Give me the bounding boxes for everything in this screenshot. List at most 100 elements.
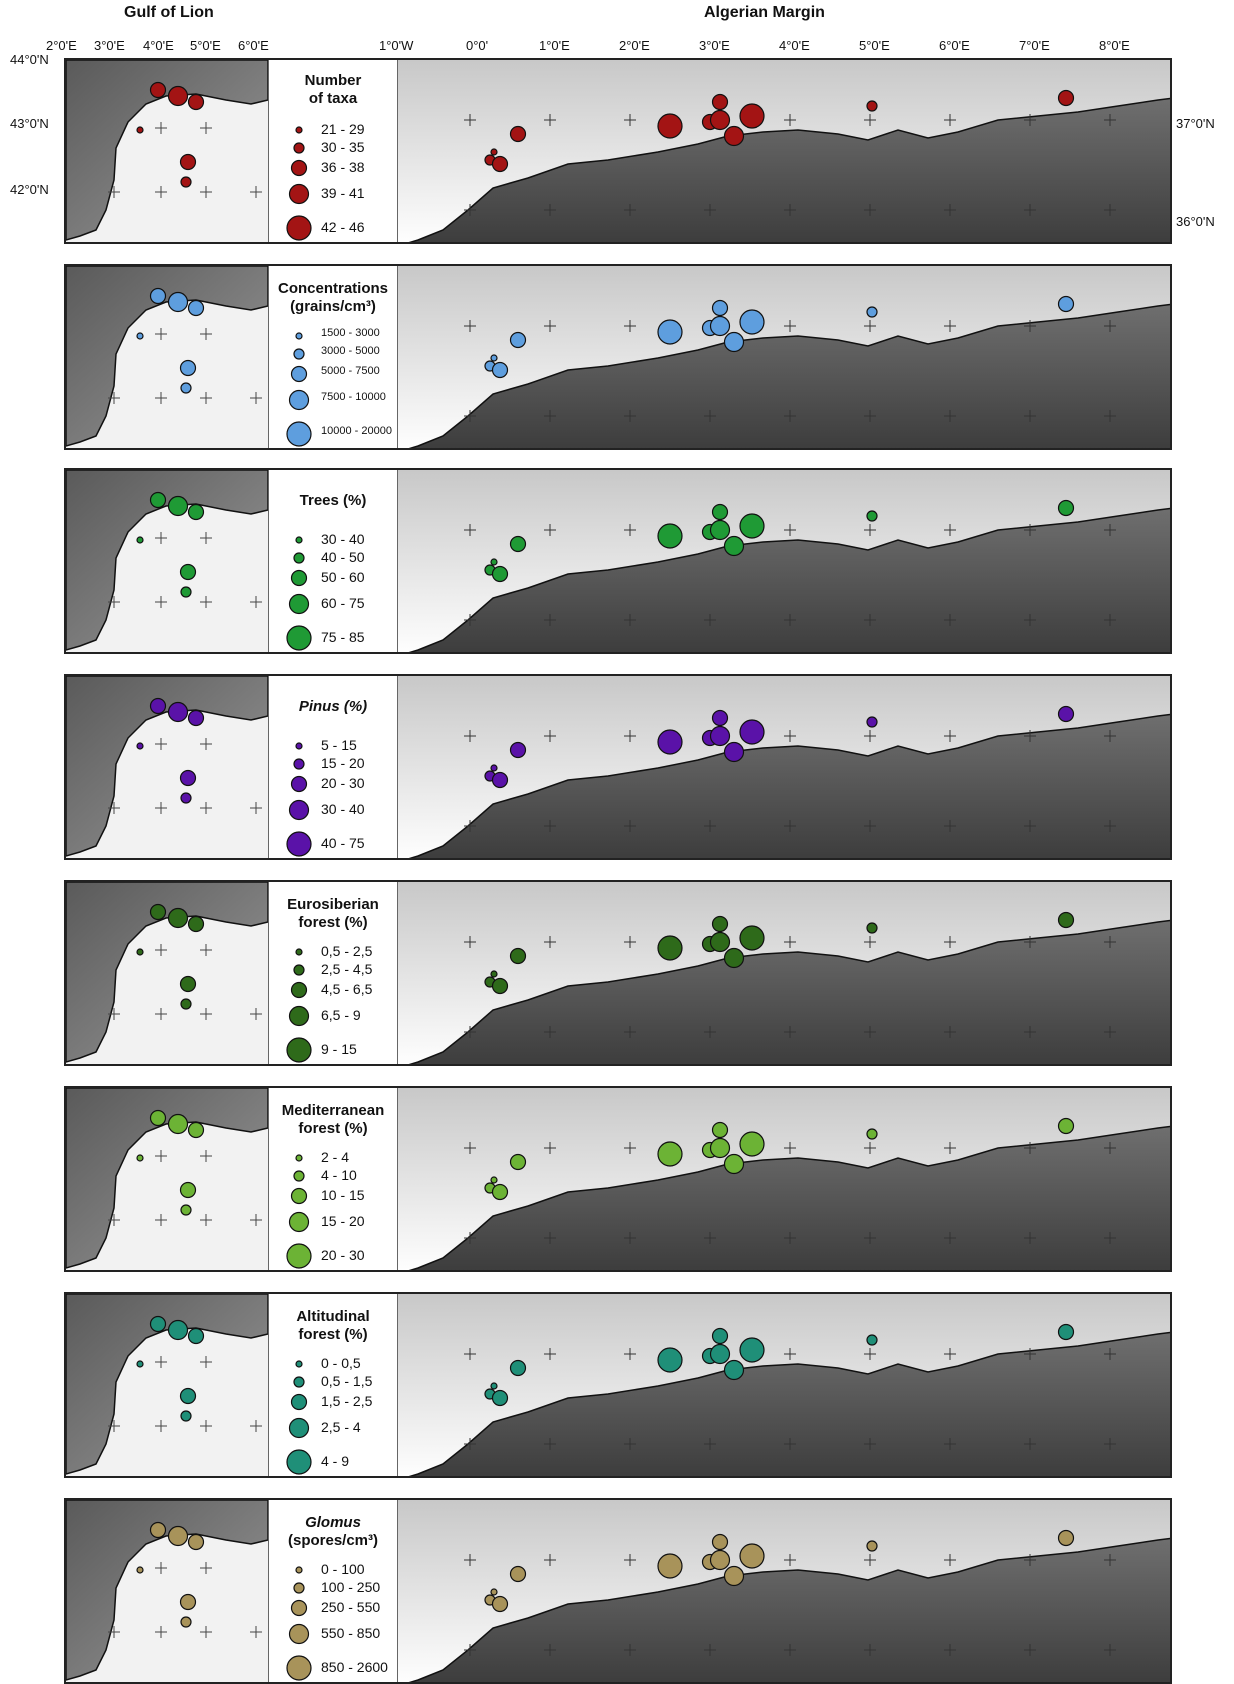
land-area	[408, 919, 1170, 1064]
site-marker	[167, 1525, 189, 1547]
legend-label: 4,5 - 6,5	[321, 981, 373, 997]
legend-title: Altitudinal forest (%)	[269, 1308, 397, 1344]
legend-circle	[286, 1449, 312, 1475]
legend-circle	[288, 799, 310, 821]
site-marker	[739, 1131, 765, 1157]
legend-symbols	[286, 948, 312, 1063]
site-marker	[167, 907, 189, 929]
lat-label: 44°0'N	[10, 52, 49, 67]
legend-title-line: of taxa	[308, 90, 358, 107]
site-marker	[709, 109, 731, 131]
site-marker	[491, 1595, 509, 1613]
legend-label: 1,5 - 2,5	[321, 1393, 373, 1409]
legend-circle	[293, 1170, 305, 1182]
site-marker	[490, 354, 498, 362]
right-map-container	[398, 1294, 1170, 1476]
legend-label: 20 - 30	[321, 1247, 365, 1263]
site-marker	[657, 729, 683, 755]
algerian-margin-map	[398, 882, 1170, 1064]
site-marker	[723, 535, 745, 557]
legend-title-line: Eurosiberian	[287, 896, 379, 913]
legend-circle	[295, 1154, 303, 1162]
legend-title: Eurosiberian forest (%)	[269, 896, 397, 932]
site-marker	[180, 382, 192, 394]
legend-title-line: Glomus	[305, 1514, 361, 1531]
legend-circle	[293, 1376, 305, 1388]
left-map-container	[66, 1088, 268, 1270]
legend-circle	[288, 183, 310, 205]
site-marker	[491, 361, 509, 379]
legend-title: Glomus (spores/cm³)	[269, 1514, 397, 1550]
legend-label: 2 - 4	[321, 1149, 350, 1165]
legend-circle	[288, 593, 310, 615]
site-marker	[711, 299, 729, 317]
site-marker	[167, 1113, 189, 1135]
site-marker	[490, 1588, 498, 1596]
legend-label: 21 - 29	[321, 121, 365, 137]
header-algerian-margin: Algerian Margin	[704, 4, 825, 21]
legend-circle	[290, 159, 308, 177]
site-marker	[1057, 1117, 1075, 1135]
site-marker	[136, 742, 144, 750]
right-map-container	[398, 60, 1170, 242]
lat-label: 42°0'N	[10, 182, 49, 197]
legend-label: 40 - 75	[321, 835, 365, 851]
legend-circle	[295, 948, 303, 956]
legend-title-line: forest (%)	[298, 1326, 368, 1343]
lon-label: 5°0'E	[190, 38, 221, 53]
left-map-container	[66, 1294, 268, 1476]
legend-label: 3000 - 5000	[321, 345, 380, 357]
land-area	[66, 1088, 268, 1269]
legend-circle	[286, 1243, 312, 1269]
site-marker	[1057, 705, 1075, 723]
legend-label: 5000 - 7500	[321, 365, 380, 377]
site-marker	[866, 716, 878, 728]
legend-circle	[295, 536, 303, 544]
site-marker	[149, 697, 167, 715]
site-marker	[136, 1566, 144, 1574]
site-marker	[657, 1141, 683, 1167]
site-marker	[180, 1410, 192, 1422]
land-area	[66, 1294, 268, 1475]
legend-title-line: forest (%)	[298, 1120, 368, 1137]
site-marker	[490, 1382, 498, 1390]
site-marker	[711, 1121, 729, 1139]
right-map-container	[398, 1500, 1170, 1682]
legend-circle	[290, 775, 308, 793]
site-marker	[509, 331, 527, 349]
site-marker	[490, 1176, 498, 1184]
legend-label: 0,5 - 2,5	[321, 943, 373, 959]
left-map-container	[66, 676, 268, 858]
legend-title: Concentrations (grains/cm³)	[269, 280, 397, 316]
site-marker	[739, 103, 765, 129]
site-marker	[179, 153, 197, 171]
site-marker	[709, 1137, 731, 1159]
gulf-of-lion-map	[66, 1294, 268, 1476]
site-marker	[167, 291, 189, 313]
site-marker	[711, 1327, 729, 1345]
right-map-container	[398, 470, 1170, 652]
site-marker	[1057, 1529, 1075, 1547]
legend-label: 39 - 41	[321, 185, 365, 201]
legend-label: 6,5 - 9	[321, 1007, 361, 1023]
legend-label: 50 - 60	[321, 569, 365, 585]
site-marker	[179, 359, 197, 377]
legend-label: 2,5 - 4,5	[321, 961, 373, 977]
site-marker	[723, 1359, 745, 1381]
legend-circle	[295, 1360, 303, 1368]
legend-symbols	[286, 1360, 312, 1475]
land-area	[408, 713, 1170, 858]
site-marker	[179, 1181, 197, 1199]
left-map-container	[66, 882, 268, 1064]
site-marker	[711, 915, 729, 933]
site-marker	[657, 1347, 683, 1373]
legend-title: Number of taxa	[269, 72, 397, 108]
legend-label: 2,5 - 4	[321, 1419, 361, 1435]
algerian-margin-map	[398, 60, 1170, 242]
site-marker	[491, 565, 509, 583]
gulf-of-lion-map	[66, 1500, 268, 1682]
map-panel-pinus: Pinus (%) 5 - 15 15 - 20 20 - 30 30 - 40 40 -…	[64, 674, 1172, 860]
header-gulf-of-lion: Gulf of Lion	[124, 4, 214, 21]
lat-label: 43°0'N	[10, 116, 49, 131]
right-map-container	[398, 676, 1170, 858]
